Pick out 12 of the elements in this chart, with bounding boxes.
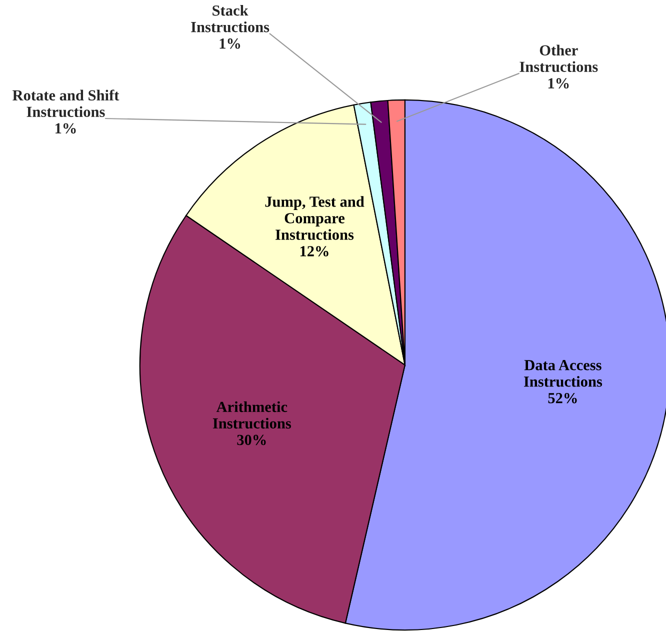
slice-label: Stack Instructions bbox=[191, 4, 270, 32]
data-label: 30% bbox=[237, 434, 266, 446]
slice-label: Other Instructions bbox=[520, 44, 598, 72]
data-label: 1% bbox=[55, 123, 76, 134]
data-label: 52% bbox=[548, 392, 577, 404]
data-label: 12% bbox=[300, 246, 328, 256]
slice-label: Rotate and Shift Instructions bbox=[12, 90, 120, 118]
slice-label: Arithmetic Instructions bbox=[212, 401, 292, 429]
data-label: 1% bbox=[220, 38, 240, 49]
data-label: 1% bbox=[548, 78, 569, 89]
slice-label: Jump, Test and Compare Instructions bbox=[265, 196, 364, 240]
slice-label: Data Access Instructions bbox=[524, 360, 602, 387]
